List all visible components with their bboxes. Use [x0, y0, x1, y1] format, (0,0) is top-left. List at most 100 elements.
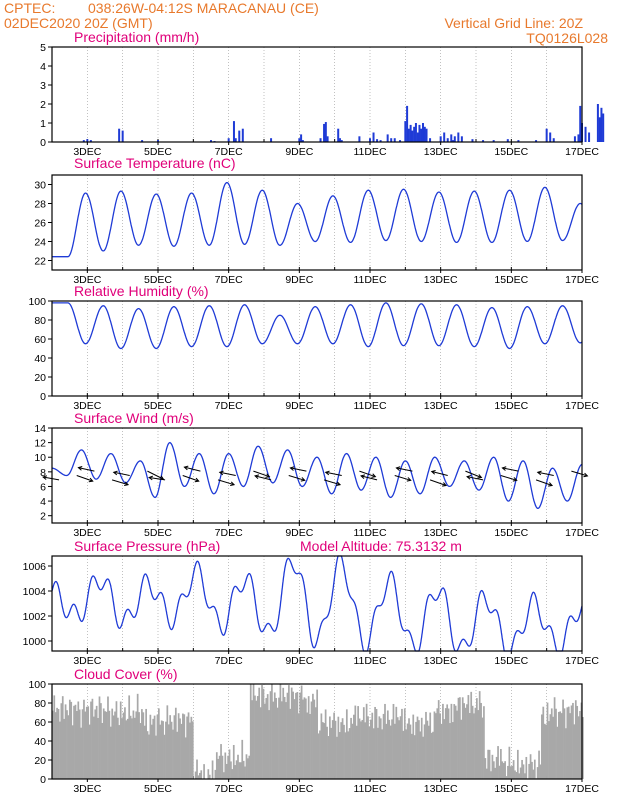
cloud-bar: [153, 715, 156, 779]
cloud-bar: [360, 721, 362, 779]
cloud-bar: [394, 723, 396, 779]
cloud-bar: [365, 703, 368, 779]
precip-bar: [482, 140, 485, 142]
x-tick-label: 11DEC: [353, 274, 386, 286]
wind-arrow-head: [254, 474, 260, 479]
cloud-bar: [114, 711, 116, 779]
cloud-bar: [218, 755, 221, 779]
cloud-bar: [290, 687, 293, 779]
cloud-bar: [532, 769, 535, 779]
cloud-bar: [437, 700, 440, 779]
precip-bar: [460, 136, 463, 142]
precip-bar: [118, 128, 121, 142]
cloud-bar: [285, 702, 287, 779]
y-tick-label: 0: [40, 391, 46, 403]
cloud-bar: [126, 718, 129, 779]
cloud-bar: [453, 704, 456, 779]
cloud-bar: [368, 726, 371, 779]
cloud-bar: [412, 714, 415, 779]
wind-arrow-head: [395, 466, 401, 471]
cloud-bar: [179, 718, 181, 779]
cloud-bar: [467, 695, 470, 779]
precip-bar: [372, 132, 375, 142]
x-tick-label: 15DEC: [494, 400, 528, 412]
wind-arrow-head: [194, 477, 200, 483]
cloud-bar: [457, 697, 460, 779]
wind-arrow-head: [477, 474, 483, 479]
cloud-bar: [217, 758, 220, 779]
cloud-bar: [348, 728, 351, 779]
cloud-bar: [454, 705, 457, 779]
panel-title-rh: Relative Humidity (%): [74, 283, 209, 299]
y-tick-label: 1: [40, 118, 46, 130]
cloud-bar: [351, 723, 354, 779]
x-tick-label: 13DEC: [424, 783, 458, 795]
x-tick-label: 13DEC: [424, 655, 458, 667]
cloud-bar: [169, 715, 172, 779]
cloud-bar: [242, 760, 245, 779]
x-tick-label: 13DEC: [424, 274, 458, 286]
cloud-bar: [149, 714, 152, 779]
cloud-bar: [501, 761, 504, 779]
cloud-bar: [310, 701, 313, 779]
cloud-bar: [256, 696, 259, 779]
wind-arrow: [217, 479, 235, 486]
cloud-bar: [283, 696, 286, 779]
cloud-bar: [343, 724, 345, 779]
precip-bar: [86, 139, 89, 142]
wind-arrow-head: [430, 470, 436, 475]
cloud-bar: [302, 699, 304, 779]
cloud-bar: [374, 706, 376, 779]
wind-speed-series: [52, 441, 583, 509]
panel-title-wind: Surface Wind (m/s): [74, 410, 194, 426]
y-tick-label: 8: [40, 467, 46, 479]
y-tick-label: 2: [40, 99, 46, 111]
y-tick-label: 12: [34, 438, 46, 450]
wind-arrow-head: [324, 470, 330, 476]
cloud-bar: [182, 713, 184, 779]
cloud-bar: [84, 711, 87, 779]
wind-arrow: [76, 475, 93, 482]
cloud-bar: [436, 708, 439, 779]
cloud-bar: [128, 695, 131, 779]
cloud-bar: [238, 762, 241, 779]
wind-arrow: [184, 466, 201, 472]
wind-arrow-head: [77, 465, 83, 471]
x-tick-label: 15DEC: [494, 146, 528, 158]
cloud-bar: [408, 718, 410, 779]
cloud-bar: [490, 771, 492, 779]
cloud-bar: [133, 717, 136, 779]
precip-bar: [596, 104, 599, 142]
cloud-bar: [446, 704, 449, 779]
precip-bar: [326, 136, 329, 142]
wind-arrow-head: [371, 473, 377, 478]
y-tick-label: 1004: [23, 586, 47, 598]
precip-bar: [323, 123, 326, 142]
precip-bar: [425, 128, 428, 142]
precip-bar: [573, 136, 576, 142]
cloud-bar: [464, 707, 467, 779]
precip-bar: [439, 136, 442, 142]
cloud-bar: [485, 768, 488, 779]
cloud-bar: [223, 772, 225, 779]
wind-arrow-head: [112, 470, 118, 476]
cloud-bar: [54, 712, 57, 779]
wind-arrow-head: [548, 482, 554, 487]
cloud-bar: [124, 707, 126, 779]
cloud-bar: [225, 763, 228, 779]
cloud-bar: [570, 705, 573, 779]
cloud-bar: [166, 705, 169, 779]
wind-arrow: [571, 470, 588, 477]
cloud-bar: [180, 723, 183, 779]
precip-bar: [411, 130, 414, 142]
cloud-bar: [95, 705, 98, 779]
wind-arrow-head: [124, 481, 130, 487]
cloud-bar: [288, 685, 290, 779]
cloud-bar: [245, 754, 248, 779]
cloud-bar: [122, 712, 125, 779]
cloud-bar: [319, 730, 321, 779]
precip-bar: [598, 117, 601, 142]
cloud-bar: [145, 708, 147, 779]
cloud-bar: [279, 684, 282, 779]
